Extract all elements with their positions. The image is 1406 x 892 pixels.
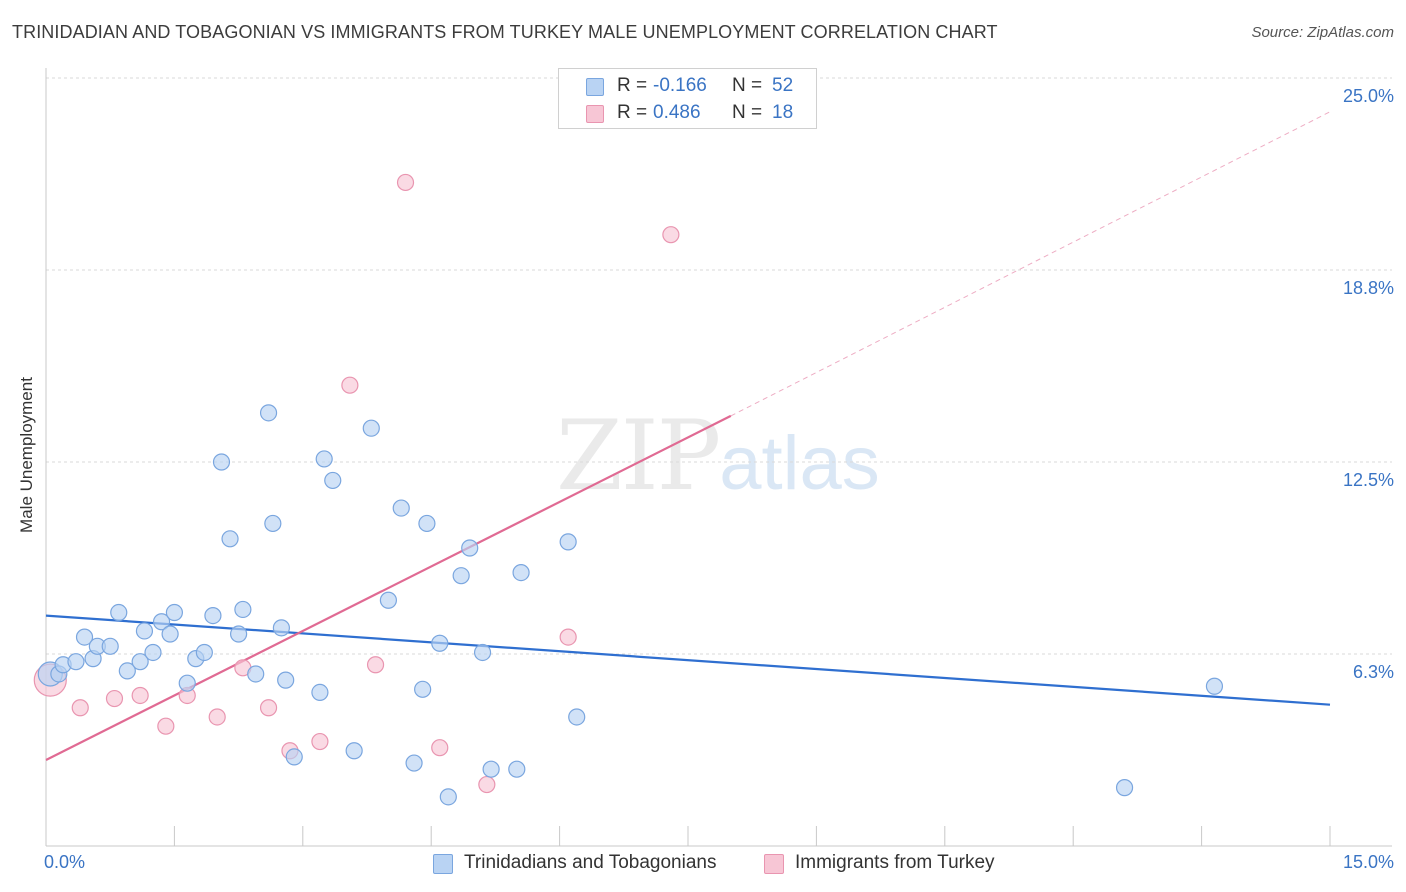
data-point-blue <box>482 760 500 778</box>
bottom-legend-swatch-pink <box>764 854 784 874</box>
watermark-zip: ZIP <box>556 400 721 512</box>
data-point-pink <box>208 708 226 726</box>
data-point-pink <box>259 699 278 717</box>
data-point-blue <box>405 754 423 772</box>
data-point-blue <box>230 625 248 643</box>
data-point-pink <box>662 226 680 244</box>
data-point-pink <box>157 717 175 735</box>
data-point-blue <box>379 591 397 609</box>
legend-swatch-pink <box>586 105 604 123</box>
grid-layer <box>46 77 1392 655</box>
data-point-blue <box>392 499 410 517</box>
data-point-blue <box>118 662 136 680</box>
data-point-blue <box>473 643 492 662</box>
trend-line-blue <box>45 614 1331 706</box>
trend-line-pink <box>45 414 732 761</box>
watermark: ZIPatlas <box>556 400 880 512</box>
data-point-blue <box>161 625 179 643</box>
data-point-pink <box>341 376 359 394</box>
data-point-pink <box>311 732 329 751</box>
data-point-blue <box>272 619 290 637</box>
legend-row-pink: R = 0.486 N = 18 <box>559 102 816 128</box>
data-point-blue <box>67 653 85 671</box>
data-point-blue <box>195 643 213 662</box>
trend-extension-pink <box>730 111 1331 417</box>
data-point-blue <box>559 533 577 551</box>
y-axis-label: Male Unemployment <box>17 377 36 533</box>
x-tick-label-max: 15.0% <box>1342 852 1394 872</box>
legend-r-value: -0.166 <box>653 75 707 96</box>
data-point-blue <box>110 603 128 622</box>
data-point-blue <box>135 622 154 640</box>
data-point-blue <box>144 643 162 662</box>
trend-layer <box>45 111 1331 761</box>
data-point-pink <box>105 689 124 708</box>
chart-title: TRINIDADIAN AND TOBAGONIAN VS IMMIGRANTS… <box>12 22 998 42</box>
data-point-pink <box>431 739 449 757</box>
data-point-blue <box>221 530 239 548</box>
legend-n-value: 52 <box>772 75 794 96</box>
y-tick-label: 6.3% <box>1352 662 1394 682</box>
data-point-blue <box>75 628 94 646</box>
data-point-pink <box>71 699 89 717</box>
legend-n-label: N = <box>732 75 763 96</box>
y-tick-label: 25.0% <box>1342 86 1394 106</box>
data-point-blue <box>345 742 363 760</box>
legend-r-value: 0.486 <box>653 102 701 123</box>
data-point-blue <box>512 563 530 582</box>
source-credit: Source: ZipAtlas.com <box>1251 24 1394 41</box>
data-point-blue <box>101 637 119 655</box>
data-point-blue <box>285 748 303 766</box>
axis-layer <box>45 68 1392 847</box>
data-point-blue <box>131 653 149 671</box>
data-point-pink <box>366 656 385 674</box>
data-point-blue <box>1205 677 1224 695</box>
data-point-blue <box>311 683 329 702</box>
data-point-blue <box>431 634 449 652</box>
data-point-blue <box>324 471 342 490</box>
data-point-blue <box>315 450 333 468</box>
correlation-legend: R = -0.166 N = 52 R = 0.486 N = 18 <box>558 68 817 129</box>
data-point-blue <box>362 419 380 437</box>
data-point-blue <box>414 680 432 698</box>
data-point-blue <box>439 788 457 806</box>
data-point-blue <box>452 567 470 585</box>
data-point-blue <box>461 539 479 557</box>
bottom-legend-label-blue: Trinidadians and Tobagonians <box>464 852 717 873</box>
data-point-blue <box>264 514 282 533</box>
data-point-blue <box>418 514 436 533</box>
y-tick-label: 12.5% <box>1342 470 1394 490</box>
point-layer <box>33 173 1224 806</box>
data-point-blue <box>165 603 183 622</box>
legend-r-label: R = <box>617 102 648 123</box>
y-tick-label: 18.8% <box>1342 278 1394 298</box>
data-point-blue <box>1115 779 1134 797</box>
data-point-blue <box>234 600 252 619</box>
legend-swatch-blue <box>586 78 604 96</box>
legend-r-label: R = <box>617 75 648 96</box>
bottom-legend-swatch-blue <box>433 854 453 874</box>
data-point-blue <box>277 671 295 689</box>
data-point-blue <box>508 760 526 778</box>
data-point-blue <box>212 453 231 471</box>
data-point-blue <box>152 613 171 631</box>
data-point-blue <box>204 606 222 625</box>
x-tick-label-min: 0.0% <box>44 852 86 872</box>
bottom-legend-label-pink: Immigrants from Turkey <box>795 852 995 873</box>
data-point-pink <box>478 775 496 794</box>
data-point-blue <box>568 708 586 726</box>
data-point-blue <box>247 665 265 683</box>
data-point-pink <box>396 173 415 192</box>
data-point-blue <box>259 404 278 422</box>
legend-n-label: N = <box>732 102 763 123</box>
legend-row-blue: R = -0.166 N = 52 <box>559 75 816 101</box>
data-point-pink <box>559 628 577 646</box>
watermark-atlas: atlas <box>719 421 880 506</box>
data-point-pink <box>131 686 149 705</box>
data-point-blue <box>178 674 196 692</box>
legend-n-value: 18 <box>772 102 794 123</box>
